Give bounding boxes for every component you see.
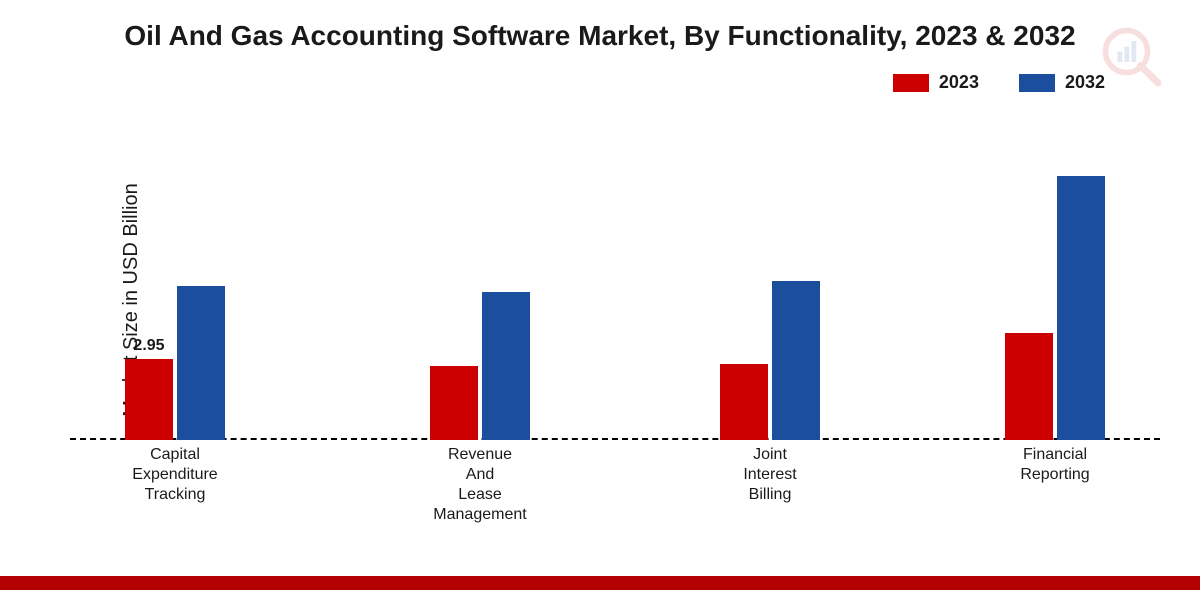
legend-label-2023: 2023 xyxy=(939,72,979,93)
legend-label-2032: 2032 xyxy=(1065,72,1105,93)
legend-item-2032: 2032 xyxy=(1019,72,1105,93)
bar-2032-0 xyxy=(177,286,225,440)
value-label-2023-0: 2.95 xyxy=(133,337,164,355)
xlabel-2: JointInterestBilling xyxy=(690,445,850,505)
bar-2032-2 xyxy=(772,281,820,441)
legend-swatch-2032 xyxy=(1019,74,1055,92)
bar-group-1 xyxy=(400,110,560,440)
bar-2032-3 xyxy=(1057,176,1105,440)
plot-area: 2.95 xyxy=(70,110,1160,440)
xlabel-1: RevenueAndLeaseManagement xyxy=(400,445,560,525)
bar-2023-1 xyxy=(430,366,478,440)
xlabel-0: CapitalExpenditureTracking xyxy=(95,445,255,505)
footer-band xyxy=(0,576,1200,590)
legend-swatch-2023 xyxy=(893,74,929,92)
chart-title: Oil And Gas Accounting Software Market, … xyxy=(0,20,1200,52)
bar-group-0: 2.95 xyxy=(95,110,255,440)
bar-group-3 xyxy=(975,110,1135,440)
legend-item-2023: 2023 xyxy=(893,72,979,93)
bar-2023-0: 2.95 xyxy=(125,359,173,440)
bar-2023-2 xyxy=(720,364,768,440)
bar-2032-1 xyxy=(482,292,530,441)
bar-2023-3 xyxy=(1005,333,1053,440)
xlabel-3: FinancialReporting xyxy=(975,445,1135,485)
legend: 2023 2032 xyxy=(893,72,1105,93)
bar-group-2 xyxy=(690,110,850,440)
